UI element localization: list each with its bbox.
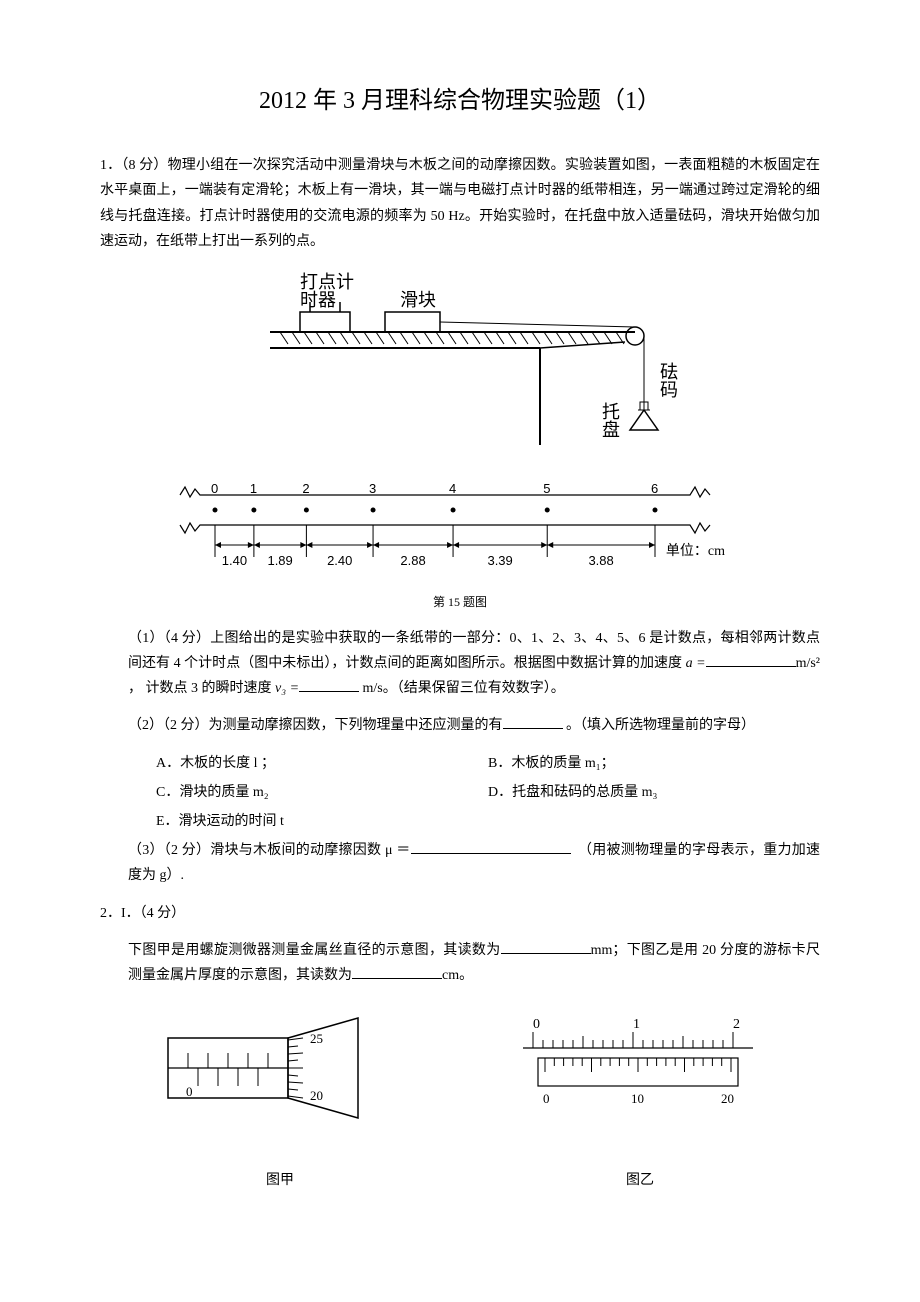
- q1-p2: （2）（2 分）为测量动摩擦因数，下列物理量中还应测量的有 。（填入所选物理量前…: [100, 713, 820, 738]
- q1-p3: （3）（2 分）滑块与木板间的动摩擦因数 μ ＝ （用被测物理量的字母表示，重力…: [100, 838, 820, 888]
- svg-text:3.88: 3.88: [588, 553, 613, 568]
- svg-text:3.39: 3.39: [487, 553, 512, 568]
- svg-text:1.40: 1.40: [222, 553, 247, 568]
- q2-text: 下图甲是用螺旋测微器测量金属丝直径的示意图，其读数为mm；下图乙是用 20 分度…: [100, 938, 820, 988]
- q1-p3-num: （3）（2 分）: [128, 843, 210, 858]
- q1: 1．（8 分）物理小组在一次探究活动中测量滑块与木板之间的动摩擦因数。实验装置如…: [100, 153, 820, 254]
- tape-unit: 单位：cm: [666, 543, 725, 559]
- weight-label-1: 砝: [660, 362, 678, 382]
- svg-text:1.89: 1.89: [267, 553, 292, 568]
- vernier-figure: 0 1 2 0 10 20: [503, 1008, 763, 1118]
- timer-label-line2: 时器: [300, 290, 336, 310]
- micrometer-figure: 0 25 20: [158, 1008, 388, 1138]
- svg-text:2: 2: [302, 481, 309, 496]
- svg-text:3: 3: [369, 481, 376, 496]
- q1-stem: 物理小组在一次探究活动中测量滑块与木板之间的动摩擦因数。实验装置如图，一表面粗糙…: [100, 158, 820, 249]
- q2-figures: 0 25 20 0 1 2 0 10 20: [100, 1008, 820, 1138]
- block-label: 滑块: [400, 290, 436, 310]
- svg-text:2.88: 2.88: [400, 553, 425, 568]
- thimble-ticks: [288, 1038, 303, 1098]
- q1-blank-a: [706, 652, 796, 667]
- main-0: 0: [533, 1017, 540, 1032]
- vern-0: 0: [543, 1091, 550, 1106]
- q2: 2．I．（4 分）: [100, 901, 820, 926]
- opt-e: E．滑块运动的时间 t: [156, 809, 488, 834]
- q2-blank-a: [501, 939, 591, 954]
- q2-num: 2．: [100, 906, 121, 921]
- weight-label-2: 码: [660, 380, 678, 400]
- tray-label-1: 托: [602, 402, 620, 422]
- main-1: 1: [633, 1017, 640, 1032]
- svg-text:5: 5: [543, 481, 550, 496]
- q1-p1-num: （1）（4 分）: [128, 631, 210, 646]
- vern-10: 10: [631, 1091, 644, 1106]
- q1-p2-num: （2）（2 分）: [128, 718, 209, 733]
- q1-p1-unit-v: m/s。（结果保留三位有效数字）。: [363, 681, 565, 696]
- cap-a: 图甲: [136, 1168, 424, 1193]
- thimble-20: 20: [310, 1088, 323, 1103]
- svg-text:2.40: 2.40: [327, 553, 352, 568]
- micrometer-zero: 0: [186, 1084, 193, 1099]
- opt-a: A．木板的长度 l ；: [156, 751, 488, 776]
- timer-icon: [300, 312, 350, 332]
- slider-icon: [385, 312, 440, 332]
- q1-apparatus-figure: 打点计 时器 滑块: [100, 270, 820, 459]
- tray-icon: [630, 410, 658, 430]
- q1-p3-text: 滑块与木板间的动摩擦因数 μ ＝: [210, 843, 410, 858]
- page-title: 2012 年 3 月理科综合物理实验题（1）: [100, 80, 820, 123]
- pulley-icon: [626, 327, 644, 345]
- thimble-25: 25: [310, 1031, 323, 1046]
- main-2: 2: [733, 1017, 740, 1032]
- q2-text-a: 下图甲是用螺旋测微器测量金属丝直径的示意图，其读数为: [128, 943, 501, 958]
- q1-p3-blank: [411, 839, 571, 854]
- q2-blank-b: [352, 964, 442, 979]
- opt-d: D．托盘和砝码的总质量 m₃: [488, 780, 820, 805]
- tray-label-2: 盘: [602, 420, 620, 440]
- timer-label-line1: 打点计: [300, 272, 354, 292]
- q2-unit-b: cm。: [442, 968, 473, 983]
- q1-p2-text: 为测量动摩擦因数，下列物理量中还应测量的有: [209, 718, 503, 733]
- cap-b: 图乙: [496, 1168, 784, 1193]
- q2-part: I．（4 分）: [121, 906, 185, 921]
- svg-text:0: 0: [211, 481, 218, 496]
- svg-text:6: 6: [651, 481, 658, 496]
- opt-b: B．木板的质量 m₁；: [488, 751, 820, 776]
- opt-c: C．滑块的质量 m₂: [156, 780, 488, 805]
- q2-subcaptions: 图甲 图乙: [100, 1138, 820, 1193]
- svg-text:4: 4: [449, 481, 456, 496]
- svg-text:1: 1: [250, 481, 257, 496]
- q1-blank-v: [299, 677, 359, 692]
- q1-p2-options: A．木板的长度 l ； B．木板的质量 m₁； C．滑块的质量 m₂ D．托盘和…: [100, 751, 820, 839]
- q1-p2-blank: [503, 714, 563, 729]
- q1-p1-v: v₃ =: [275, 681, 299, 696]
- q1-fig-caption: 第 15 题图: [100, 592, 820, 614]
- vern-20: 20: [721, 1091, 734, 1106]
- q1-p2-tail: 。（填入所选物理量前的字母）: [563, 718, 756, 733]
- q1-num: 1．（8 分）: [100, 158, 168, 173]
- board-hatch: [280, 332, 624, 344]
- q1-p1-a: a =: [686, 656, 706, 671]
- q1-tape-figure: 0 1 2 3 4 5 6 1.40 1.89 2.40 2.88 3.39 3.88 单位：cm: [100, 475, 820, 584]
- q1-p1: （1）（4 分）上图给出的是实验中获取的一条纸带的一部分：0、1、2、3、4、5…: [100, 626, 820, 702]
